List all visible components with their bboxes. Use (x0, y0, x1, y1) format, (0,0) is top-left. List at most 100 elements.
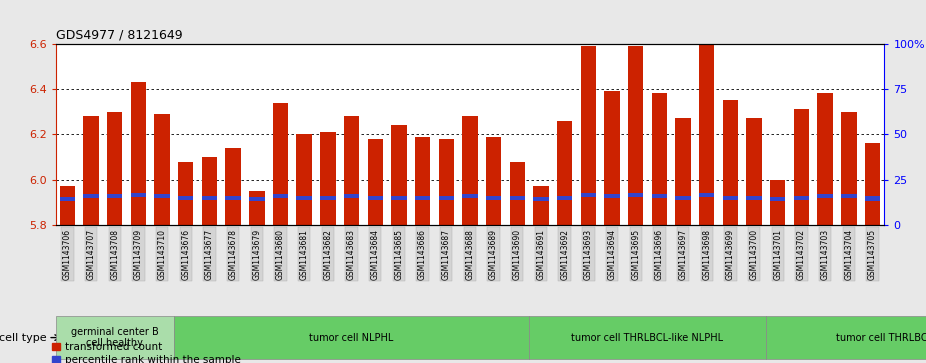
Bar (273, 102, 288, 225)
Text: GSM1143692: GSM1143692 (560, 229, 569, 280)
Text: GDS4977 / 8121649: GDS4977 / 8121649 (56, 28, 182, 41)
Bar (202, 196, 218, 200)
Bar (699, 193, 715, 197)
Bar (486, 136, 501, 225)
Text: GSM1143701: GSM1143701 (773, 229, 782, 280)
Text: GSM1143695: GSM1143695 (632, 229, 640, 280)
Text: GSM1143694: GSM1143694 (607, 229, 617, 280)
Bar (628, 193, 644, 197)
Text: cell type: cell type (0, 333, 46, 343)
Bar (439, 196, 454, 200)
Bar (841, 111, 857, 225)
Bar (675, 196, 691, 200)
Bar (533, 197, 549, 201)
Bar (722, 196, 738, 200)
Bar (155, 114, 169, 225)
Bar (83, 194, 99, 198)
Text: GSM1143676: GSM1143676 (181, 229, 191, 280)
Text: GSM1143708: GSM1143708 (110, 229, 119, 280)
Bar (652, 194, 667, 198)
Bar (746, 118, 762, 225)
Text: GSM1143697: GSM1143697 (679, 229, 688, 280)
Text: GSM1143687: GSM1143687 (442, 229, 451, 280)
Bar (391, 125, 407, 225)
Bar (865, 143, 881, 225)
Bar (581, 46, 596, 225)
Bar (818, 194, 832, 198)
Bar (344, 194, 359, 198)
Bar (794, 196, 809, 200)
Bar (557, 121, 572, 225)
Text: GSM1143690: GSM1143690 (513, 229, 522, 280)
Text: GSM1143682: GSM1143682 (323, 229, 332, 280)
Bar (509, 162, 525, 225)
Bar (462, 116, 478, 225)
Bar (652, 93, 667, 225)
Bar (841, 194, 857, 198)
Text: GSM1143710: GSM1143710 (157, 229, 167, 280)
Bar (225, 148, 241, 225)
Bar (605, 194, 619, 198)
Bar (533, 187, 549, 225)
Text: germinal center B
cell healthy: germinal center B cell healthy (71, 327, 158, 348)
Bar (178, 162, 194, 225)
Text: GSM1143684: GSM1143684 (370, 229, 380, 280)
Text: tumor cell NLPHL: tumor cell NLPHL (309, 333, 394, 343)
Bar (131, 193, 146, 197)
Text: GSM1143704: GSM1143704 (845, 229, 854, 280)
Legend: transformed count, percentile rank within the sample: transformed count, percentile rank withi… (52, 342, 241, 363)
Text: GSM1143705: GSM1143705 (868, 229, 877, 280)
Bar (628, 46, 644, 225)
Text: GSM1143709: GSM1143709 (134, 229, 143, 280)
Bar (415, 136, 431, 225)
Bar (368, 139, 383, 225)
Text: GSM1143702: GSM1143702 (797, 229, 806, 280)
Text: GSM1143680: GSM1143680 (276, 229, 285, 280)
Bar (746, 196, 762, 200)
Text: tumor cell THRLBCL-like NLPHL: tumor cell THRLBCL-like NLPHL (571, 333, 723, 343)
Text: GSM1143698: GSM1143698 (702, 229, 711, 280)
Text: GSM1143681: GSM1143681 (300, 229, 308, 280)
Bar (178, 196, 194, 200)
Text: GSM1143689: GSM1143689 (489, 229, 498, 280)
Bar (83, 116, 99, 225)
Bar (699, 37, 715, 225)
Text: GSM1143707: GSM1143707 (86, 229, 95, 280)
Bar (722, 100, 738, 225)
Bar (59, 187, 75, 225)
Bar (131, 82, 146, 225)
Text: GSM1143685: GSM1143685 (394, 229, 404, 280)
Text: GSM1143677: GSM1143677 (205, 229, 214, 280)
Text: GSM1143699: GSM1143699 (726, 229, 735, 280)
Bar (486, 196, 501, 200)
Bar (249, 197, 265, 201)
Text: GSM1143683: GSM1143683 (347, 229, 357, 280)
Bar (155, 194, 169, 198)
Bar (675, 118, 691, 225)
Bar (296, 196, 312, 200)
Bar (107, 111, 122, 225)
Bar (296, 134, 312, 225)
Bar (770, 180, 785, 225)
Bar (557, 196, 572, 200)
Bar (794, 109, 809, 225)
Bar (415, 196, 431, 200)
Bar (439, 139, 454, 225)
Text: GSM1143688: GSM1143688 (466, 229, 474, 280)
Text: tumor cell THRLBCL: tumor cell THRLBCL (836, 333, 926, 343)
Text: GSM1143691: GSM1143691 (536, 229, 545, 280)
Bar (59, 197, 75, 201)
Bar (462, 194, 478, 198)
Text: GSM1143700: GSM1143700 (749, 229, 758, 280)
Bar (605, 91, 619, 225)
Text: GSM1143703: GSM1143703 (820, 229, 830, 280)
Bar (344, 116, 359, 225)
Text: GSM1143696: GSM1143696 (655, 229, 664, 280)
Text: GSM1143706: GSM1143706 (63, 229, 72, 280)
Text: GSM1143678: GSM1143678 (229, 229, 238, 280)
Text: GSM1143686: GSM1143686 (418, 229, 427, 280)
Bar (818, 93, 832, 225)
Bar (770, 197, 785, 201)
Bar (865, 196, 881, 200)
Bar (581, 193, 596, 197)
